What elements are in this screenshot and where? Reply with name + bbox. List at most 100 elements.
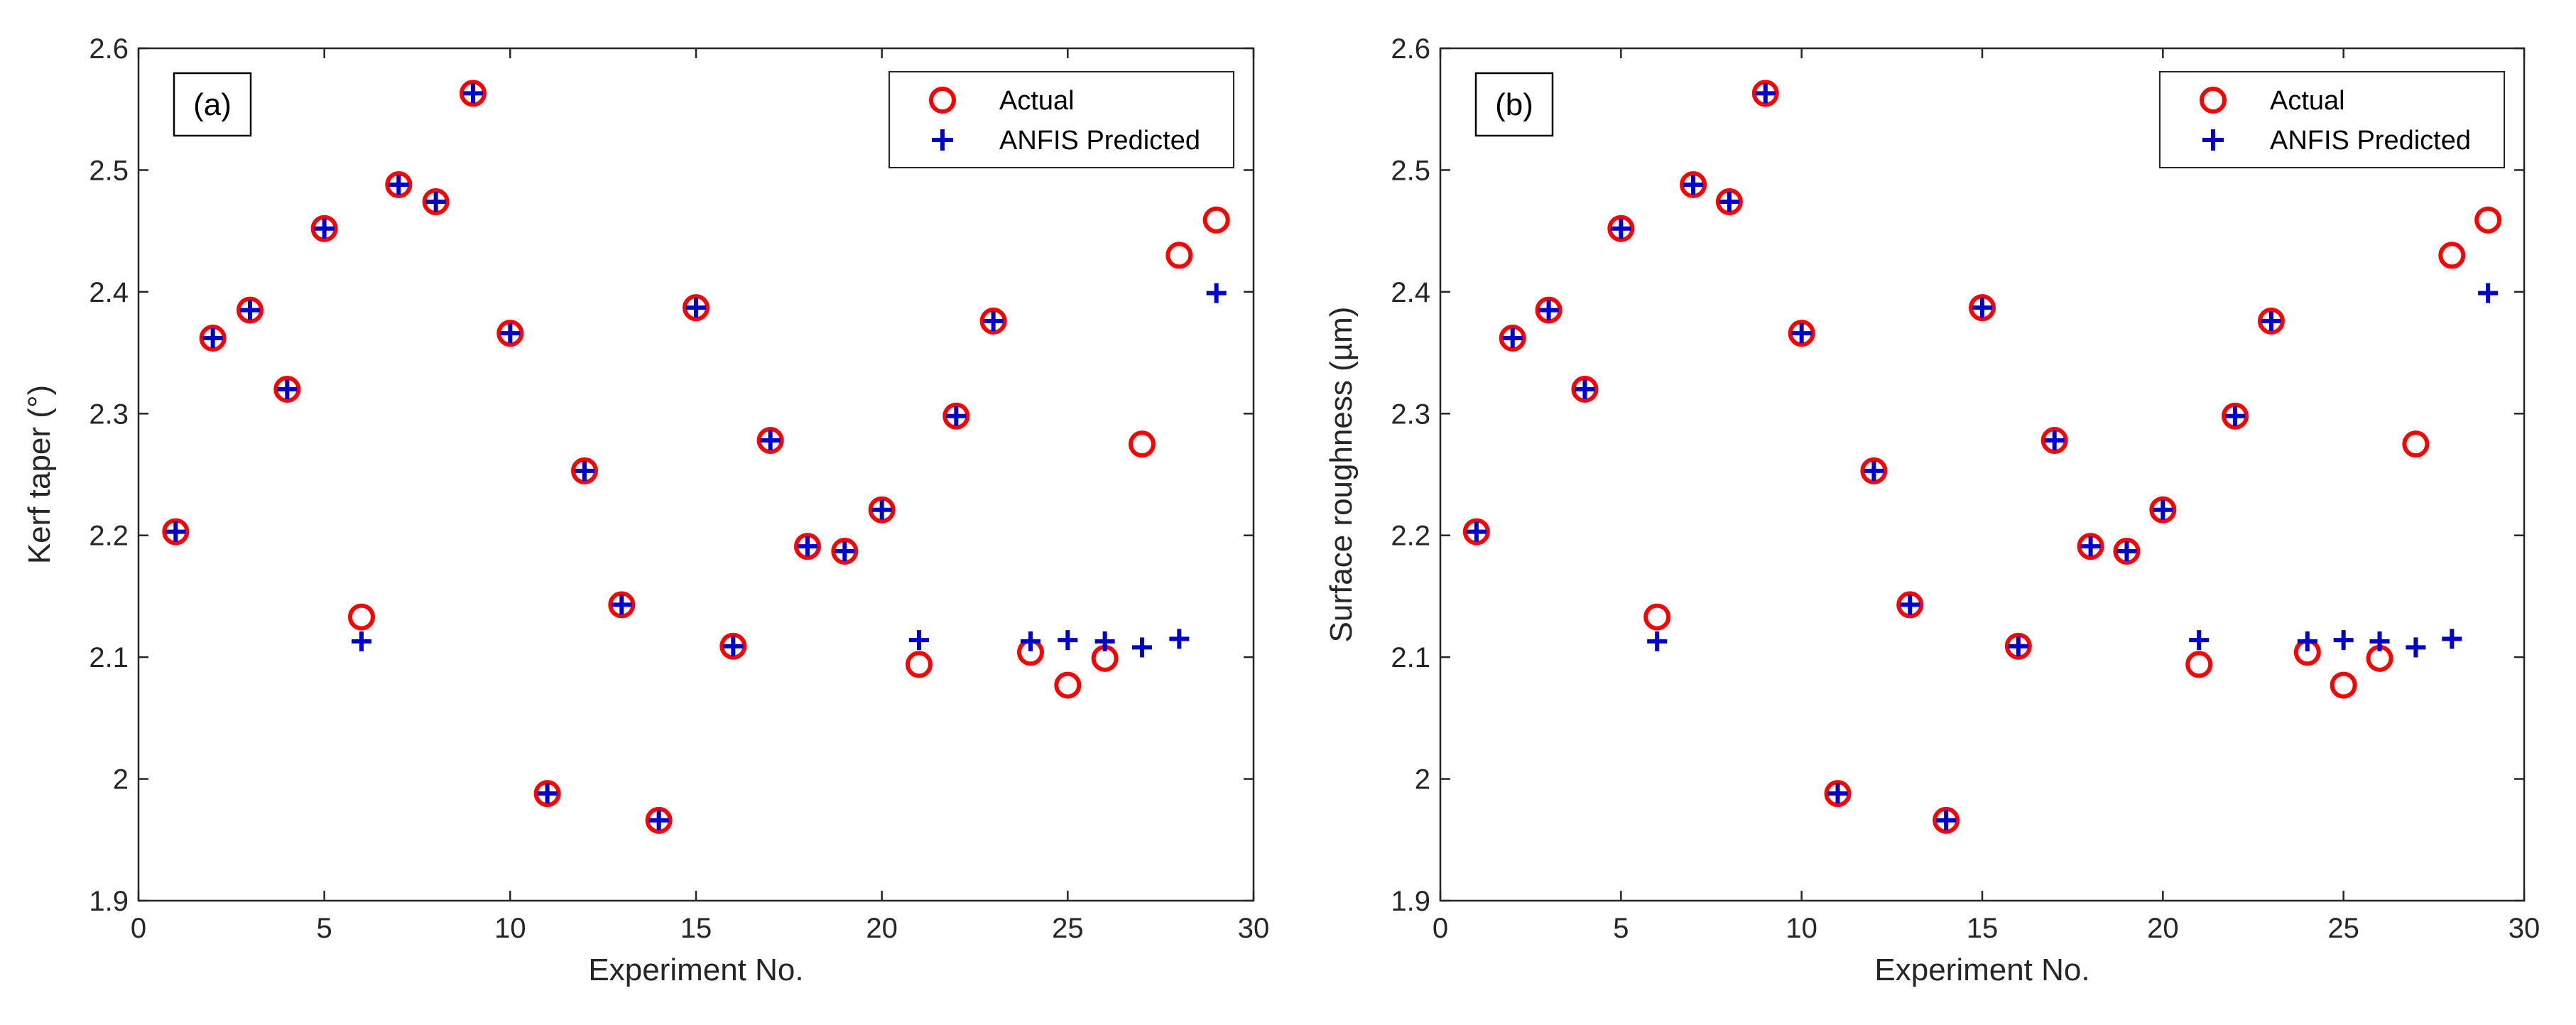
x-tick-label: 25 [1052, 913, 1084, 944]
x-tick-label: 15 [680, 913, 712, 944]
predicted-point [1719, 192, 1739, 212]
predicted-point [1900, 595, 1920, 615]
actual-point [310, 215, 338, 242]
predicted-point [1094, 631, 1115, 651]
x-tick-label: 5 [317, 913, 332, 944]
actual-point [2185, 651, 2213, 678]
legend-actual-marker [2200, 87, 2227, 114]
predicted-point [612, 595, 632, 615]
actual-point [1165, 242, 1193, 269]
predicted-point [388, 175, 409, 195]
predicted-point [1972, 298, 1992, 318]
predicted-point [798, 536, 817, 557]
predicted-point [202, 328, 223, 348]
actual-point [2438, 242, 2466, 269]
y-tick-label: 2.5 [1391, 155, 1430, 186]
predicted-point [2116, 541, 2137, 561]
y-tick-label: 2.1 [1391, 642, 1430, 673]
predicted-point [240, 300, 260, 320]
y-tick-label: 2.1 [89, 642, 129, 673]
actual-point [979, 308, 1007, 335]
actual-point [831, 538, 859, 565]
predicted-point [165, 521, 186, 542]
actual-point [273, 376, 301, 403]
predicted-point [2225, 406, 2246, 426]
actual-point [683, 294, 710, 322]
legend-predicted-marker [932, 129, 953, 151]
actual-point [2149, 496, 2177, 524]
actual-point [1202, 206, 1230, 234]
y-axis-title: Kerf taper (°) [22, 385, 57, 564]
predicted-point [2189, 630, 2210, 651]
predicted-point [2044, 430, 2065, 450]
predicted-point [2080, 536, 2101, 557]
y-tick-label: 2.4 [1391, 277, 1430, 308]
predicted-point [537, 783, 558, 804]
predicted-point [500, 323, 521, 344]
predicted-point [1611, 218, 1631, 239]
actual-point [1824, 780, 1852, 808]
axes-box [1439, 47, 2526, 902]
actual-point [1788, 320, 1815, 347]
actual-point [1535, 296, 1563, 324]
actual-point [2402, 430, 2430, 458]
predicted-point [1538, 300, 1559, 320]
panel-label-box [1474, 72, 1554, 137]
actual-point [2004, 632, 2032, 660]
actual-point [1607, 215, 1635, 242]
actual-point [1860, 457, 1888, 484]
actual-point [1643, 603, 1671, 631]
predicted-point [425, 192, 446, 212]
predicted-point [1647, 631, 1668, 651]
x-tick-label: 10 [494, 913, 526, 944]
predicted-point [352, 631, 371, 651]
actual-point [2222, 402, 2249, 430]
actual-point [2077, 533, 2104, 560]
predicted-point [1058, 630, 1078, 651]
predicted-point [1169, 629, 1190, 649]
predicted-point [1864, 460, 1884, 481]
actual-point [2257, 308, 2285, 335]
legend-predicted-marker [2202, 129, 2224, 151]
actual-point [906, 651, 933, 678]
x-tick-label: 30 [1238, 913, 1270, 944]
actual-point [868, 496, 896, 524]
predicted-point [1683, 175, 1704, 195]
predicted-point [2008, 636, 2028, 656]
y-tick-label: 2.5 [89, 155, 129, 186]
x-tick-label: 0 [1433, 913, 1448, 944]
legend-label-actual: Actual [2270, 86, 2345, 116]
panel-a: 0 5 10 15 20 25 30 1.9 2 2.1 2.2 2.3 2.4 2.5 2.6 Experi… [22, 33, 1269, 987]
predicted-point [1466, 521, 1487, 542]
predicted-point [2333, 630, 2354, 651]
predicted-point [983, 311, 1004, 331]
y-tick-label: 1.9 [89, 886, 129, 917]
predicted-point [277, 379, 298, 399]
legend-label-predicted: ANFIS Predicted [999, 126, 1200, 156]
actual-point [237, 296, 263, 324]
actual-point [942, 402, 970, 430]
x-axis-title: Experiment No. [1874, 953, 2089, 987]
y-tick-label: 2.3 [1391, 398, 1430, 430]
predicted-point [463, 83, 483, 104]
actual-point [2040, 427, 2068, 454]
actual-point [2474, 206, 2502, 234]
axes-box [137, 47, 1255, 902]
actual-point [162, 518, 190, 546]
actual-point [719, 632, 747, 660]
y-tick-label: 2.6 [1391, 33, 1430, 65]
actual-point [608, 591, 636, 619]
predicted-point [835, 541, 855, 561]
y-tick-label: 2.2 [1391, 521, 1430, 552]
predicted-point [1502, 328, 1523, 348]
predicted-point [1575, 379, 1595, 399]
legend-actual-marker [929, 87, 956, 114]
actual-point [1054, 671, 1082, 699]
x-axis-title: Experiment No. [588, 953, 803, 987]
y-tick-label: 2 [113, 764, 129, 796]
predicted-point [2153, 499, 2173, 520]
actual-point [2330, 671, 2357, 699]
predicted-point [1755, 83, 1776, 104]
actual-point [1571, 376, 1599, 403]
